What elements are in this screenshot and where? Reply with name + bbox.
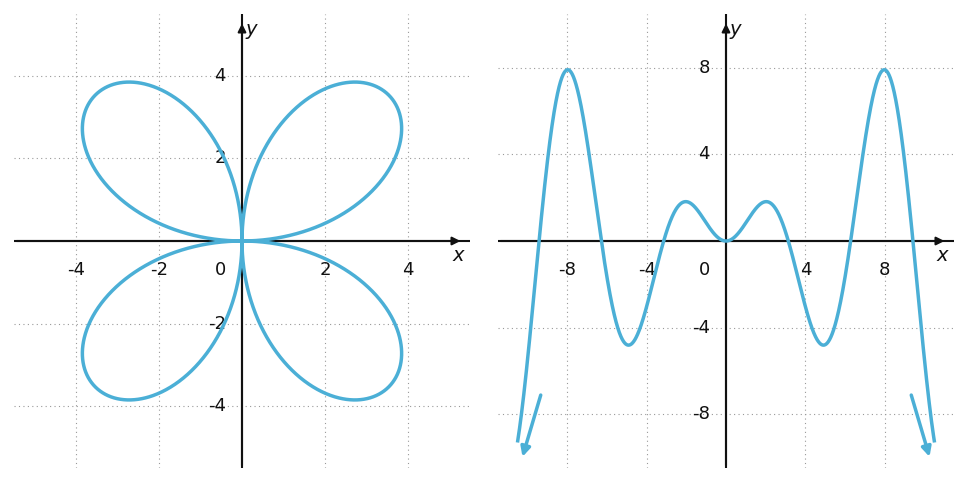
Text: -2: -2 (150, 261, 168, 280)
Text: 4: 4 (402, 261, 413, 280)
Text: y: y (246, 20, 257, 40)
Text: 8: 8 (879, 261, 891, 280)
Text: -4: -4 (692, 319, 711, 336)
Text: 0: 0 (215, 261, 227, 280)
Text: -8: -8 (692, 405, 711, 423)
Text: 0: 0 (699, 261, 711, 280)
Text: 2: 2 (319, 261, 331, 280)
Text: 2: 2 (215, 149, 227, 167)
Text: -4: -4 (208, 397, 227, 415)
Text: 4: 4 (800, 261, 811, 280)
Text: x: x (453, 246, 465, 266)
Text: x: x (937, 246, 949, 266)
Text: 4: 4 (699, 146, 711, 163)
Text: y: y (730, 20, 741, 40)
Text: 4: 4 (215, 67, 227, 85)
Text: -8: -8 (559, 261, 576, 280)
Text: -4: -4 (638, 261, 655, 280)
Text: -4: -4 (67, 261, 85, 280)
Text: 8: 8 (699, 59, 711, 77)
Text: -2: -2 (208, 315, 227, 333)
